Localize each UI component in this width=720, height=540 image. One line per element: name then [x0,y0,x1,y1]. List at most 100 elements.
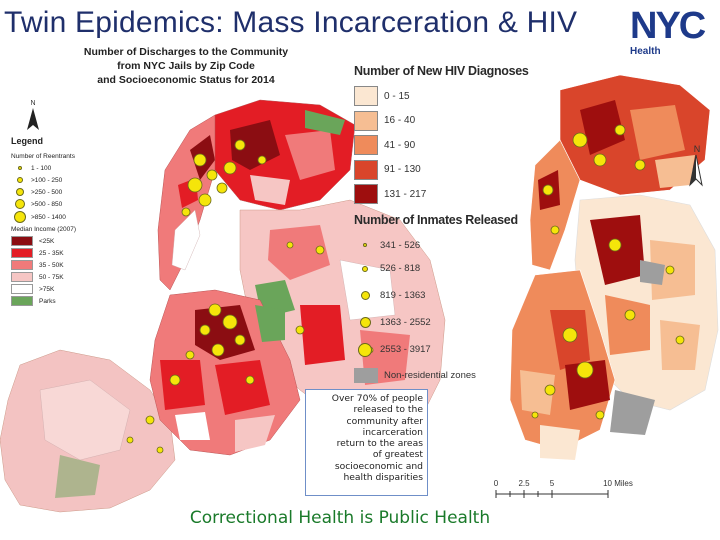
inmates-dot-icon [363,243,367,247]
inmates-legend-title: Number of Inmates Released [354,212,518,227]
inmates-dot-icon [359,316,371,328]
slide-title: Twin Epidemics: Mass Incarceration & HIV [4,6,578,39]
income-label: <25K [39,237,55,245]
reentrants-title: Number of Reentrants [11,153,75,160]
hiv-row: 41 - 90 [354,133,544,158]
income-swatch [11,236,33,246]
callout-line: community after [346,415,423,427]
footer-text: Correctional Health is Public Health [189,508,491,528]
reentrants-row: >250 - 500 [11,186,131,198]
nyc-health-logo: NYC Health [630,6,716,62]
inmates-dot-icon [360,290,370,300]
nonres-label: Non-residential zones [384,370,476,381]
inmates-label: 1363 - 2552 [380,316,431,328]
inmates-dot-icon [362,265,368,272]
left-map-heading-line-3: and Socioeconomic Status for 2014 [97,74,275,86]
income-label: 50 - 75K [39,273,64,281]
income-row: <25K [11,235,131,247]
reentrants-row: >500 - 850 [11,198,131,210]
hiv-row: 16 - 40 [354,109,544,134]
hiv-swatch [354,135,378,156]
scale-label: 5 [550,479,555,488]
inmates-label: 2553 - 3917 [380,344,431,355]
scale-label: 10 Miles [603,479,633,488]
right-map-image [509,74,719,460]
inmates-row: 1363 - 2552 [354,309,544,336]
reentrants-label: >850 - 1400 [31,213,66,221]
hiv-label: 16 - 40 [384,115,416,127]
callout-line: released to the [353,404,423,416]
income-label: >75K [39,285,55,293]
income-swatch [11,284,33,294]
reentrants-label: >500 - 850 [31,200,63,208]
income-swatch [11,248,33,258]
income-row: >75K [11,283,131,295]
north-label-right: N [694,144,701,154]
reentrants-row: >100 - 250 [11,174,131,186]
inmates-row: 819 - 1363 [354,282,544,309]
hiv-legend-title: Number of New HIV Diagnoses [354,64,529,78]
income-label: Parks [39,297,56,305]
reentrants-row: >850 - 1400 [11,210,131,224]
north-label-left: N [30,100,35,107]
nyc-logo-subtitle: Health [630,46,661,57]
north-arrow-right-icon: N [689,144,703,187]
inmates-label: 341 - 526 [380,239,421,251]
hiv-label: 0 - 15 [384,90,410,102]
inmates-row: 341 - 526 [354,235,544,256]
hiv-swatch [354,110,378,131]
callout-line: Over 70% of people [331,393,423,404]
left-map-heading: Number of Discharges to the Community fr… [66,45,306,87]
callout-line: health disparities [343,472,423,484]
callout-line: socioeconomic and [334,460,423,472]
income-swatch [11,260,33,270]
hiv-label: 41 - 90 [384,139,416,151]
right-legend: Number of New HIV Diagnoses 0 - 15 16 - … [354,64,544,386]
left-map-image [0,99,446,513]
income-row: 25 - 35K [11,247,131,259]
income-swatch [11,296,33,306]
inmates-label: 819 - 1363 [380,289,426,301]
left-map-heading-line-1: Number of Discharges to the Community [83,46,289,58]
reentrant-dot-icon [17,177,23,183]
reentrant-dot-icon [14,211,26,223]
hiv-row: 91 - 130 [354,158,544,183]
inmates-row: 526 - 818 [354,256,544,282]
reentrants-label: 1 - 100 [31,164,52,172]
hiv-label: 131 - 217 [384,188,427,200]
callout-line: return to the areas [336,438,423,450]
income-title: Median Income (2007) [11,226,77,233]
inmates-row: 2553 - 3917 [354,336,544,364]
scale-bar: 0 2.5 5 10 Miles [494,479,633,498]
hiv-row: 131 - 217 [354,182,544,207]
nonres-swatch [354,368,378,383]
hiv-label: 91 - 130 [384,164,421,176]
legend-title: Legend [11,136,44,146]
income-label: 35 - 50K [39,261,64,269]
scale-label: 0 [494,479,499,488]
reentrants-label: >250 - 500 [31,188,63,196]
income-row: 35 - 50K [11,259,131,271]
reentrant-dot-icon [18,166,22,170]
hiv-swatch [354,184,378,205]
slide-footer: Correctional Health is Public Health [0,508,720,528]
callout-line: of greatest [372,449,423,461]
nyc-logo-mark: NYC [630,5,706,47]
reentrants-row: 1 - 100 [11,162,131,174]
callout-box: Over 70% of people released to the commu… [305,389,428,496]
reentrants-label: >100 - 250 [31,176,63,184]
reentrant-dot-icon [15,199,25,209]
inmates-dot-icon [358,342,372,357]
nonres-row: Non-residential zones [354,366,544,386]
income-row: 50 - 75K [11,271,131,283]
left-map-heading-line-2: from NYC Jails by Zip Code [117,60,255,72]
left-legend: Legend Number of Reentrants 1 - 100 >100… [11,136,131,307]
hiv-row: 0 - 15 [354,84,544,109]
income-row: Parks [11,295,131,307]
scale-label: 2.5 [518,479,530,488]
north-arrow-icon: N [27,100,39,130]
reentrant-dot-icon [16,188,24,196]
income-label: 25 - 35K [39,249,64,257]
callout-line: incarceration [362,426,423,438]
